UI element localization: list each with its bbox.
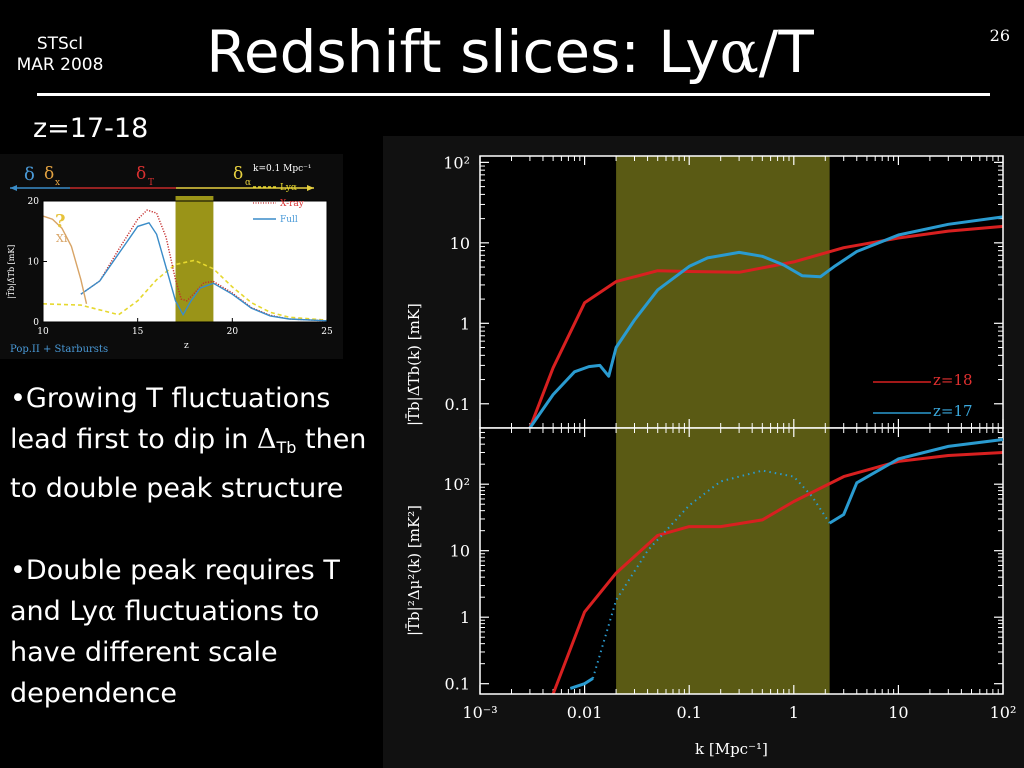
redshift-range-label: z=17-18 [33, 113, 149, 144]
title-divider [37, 93, 990, 96]
xi-label: Xi [56, 232, 68, 245]
bottom-series-z18-line [551, 451, 1003, 694]
legend-lya: Lyα [280, 183, 297, 193]
x-tick-label: 10 [888, 703, 908, 722]
scale-arrows [10, 185, 314, 191]
bullet-list: •Growing T fluctuations lead first to di… [10, 378, 380, 714]
delta-label-x: δ [44, 164, 54, 184]
legend-k-value: k=0.1 Mpc⁻¹ [253, 164, 312, 174]
top-y-tick-label: 10² [443, 153, 470, 172]
delta-label-alpha: δ [233, 164, 243, 184]
delta-sub-alpha: α [245, 178, 251, 188]
bottom-series-z17-line-high-k [828, 438, 1004, 525]
legend-full: Full [280, 215, 298, 225]
top-shaded-band [616, 156, 830, 428]
top-series-z17-line [528, 215, 1003, 428]
title-prefix: Redshift slices: Ly [206, 18, 720, 86]
delta-sub-t: T [148, 178, 154, 188]
bottom-y-tick-label: 1 [460, 608, 470, 627]
organization-label: STScI MAR 2008 [10, 34, 110, 76]
title-suffix: /T [758, 18, 814, 86]
x-tick-label: 10⁻³ [462, 703, 497, 722]
legend-z18: z=18 [933, 371, 973, 389]
top-y-tick-label: 10 [450, 234, 470, 253]
bottom-shaded-band [616, 428, 830, 694]
inset-y-tick-label: 20 [28, 197, 40, 207]
legend-xray: X-ray [280, 199, 305, 209]
top-legend: z=18 z=17 [873, 371, 973, 420]
top-panel-plot: 0.1 1 10 10² [443, 153, 1004, 429]
org-name: STScI [36, 34, 84, 54]
top-y-axis-label: |T̄b|Δ̄Tb(k) [mK] [405, 303, 423, 426]
inset-shaded-band [175, 196, 214, 322]
x-tick-label: 0.1 [676, 703, 701, 722]
x-tick-label: 10² [990, 703, 1017, 722]
bottom-panel-plot: 0.1 1 10 10² 10⁻³ 0.01 0.1 1 10 10² [443, 427, 1017, 722]
bottom-series-z17-line [569, 677, 594, 690]
x-tick-label: 1 [789, 703, 799, 722]
question-mark-label: ? [55, 211, 66, 232]
bottom-plot-frame [479, 427, 1004, 695]
delta-label-t: δ [136, 164, 146, 184]
inset-x-tick-label: 10 [37, 327, 49, 337]
title-alpha: α [719, 18, 759, 86]
bottom-y-axis-label: |T̄b|²Δμ²(k) [mK²] [405, 505, 423, 636]
x-axis-label: k [Mpc⁻¹] [695, 740, 768, 758]
delta-symbol: Δ [256, 424, 277, 455]
bottom-y-tick-label: 10² [443, 475, 470, 494]
inset-y-tick-label: 10 [28, 258, 40, 268]
inset-y-axis-label: |T̄b|Δ̄Tb [mK] [7, 245, 16, 299]
inset-x-tick-label: 15 [132, 327, 144, 337]
bullet-1: •Growing T fluctuations lead first to di… [10, 383, 367, 504]
inset-x-tick-label: 25 [321, 327, 333, 337]
slide-title: Redshift slices: Lyα/T [150, 12, 870, 92]
inset-legend: k=0.1 Mpc⁻¹ Lyα X-ray Full [253, 164, 312, 225]
inset-series-full-line [80, 221, 328, 322]
org-date: MAR 2008 [16, 55, 104, 75]
slide-number: 26 [989, 26, 1010, 45]
top-y-tick-label: 0.1 [445, 395, 470, 414]
alpha-symbol: α [97, 596, 117, 627]
bullet-2: •Double peak requires T and Lyα fluctuat… [10, 555, 340, 709]
inset-caption: Pop.II + Starbursts [10, 344, 108, 355]
top-series-z18-line [528, 224, 1003, 428]
inset-x-axis-label: z [184, 341, 189, 351]
power-spectrum-figure: 0.1 1 10 10² 0.1 1 10 10² 10⁻³ 0.01 0.1 1 10 10² |T̄… [383, 136, 1024, 768]
inset-plot-frame [42, 200, 328, 323]
x-tick-label: 0.01 [567, 703, 603, 722]
inset-x-tick-label: 20 [227, 327, 239, 337]
top-y-tick-label: 1 [460, 314, 470, 333]
delta-sub-x: x [55, 178, 60, 188]
inset-series-xi-line [42, 215, 88, 304]
legend-z17: z=17 [933, 402, 973, 420]
bottom-y-tick-label: 0.1 [445, 675, 470, 694]
delta-label-full: δ [24, 164, 35, 185]
bottom-y-tick-label: 10 [450, 542, 470, 561]
delta-subscript: Tb [276, 438, 297, 457]
inset-y-tick-label: 0 [33, 318, 39, 328]
